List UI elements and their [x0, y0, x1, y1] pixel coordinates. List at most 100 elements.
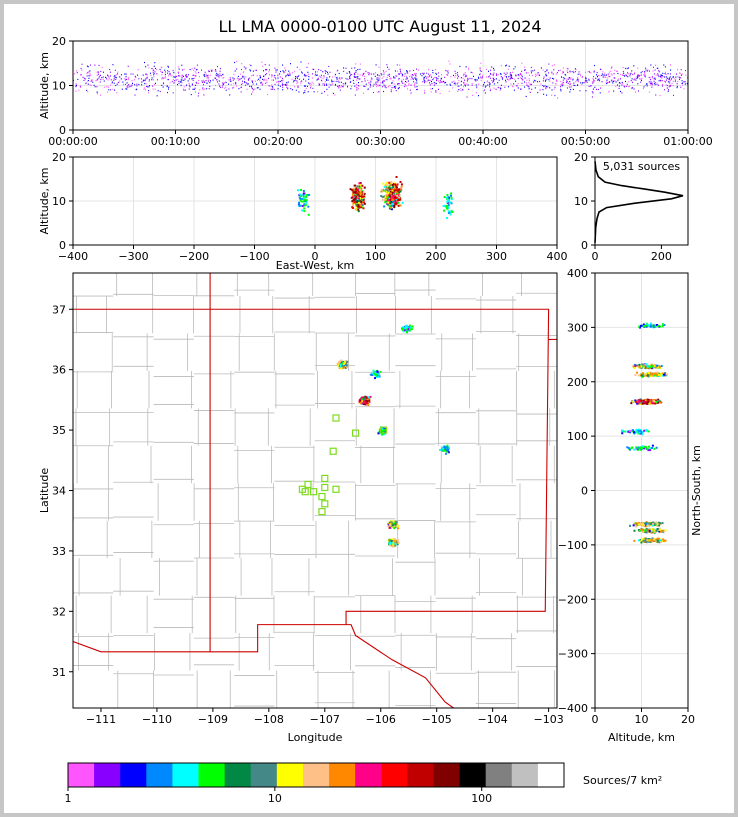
county-line [470, 633, 517, 673]
source-point [87, 83, 89, 85]
source-point [597, 88, 599, 91]
source-point [222, 82, 224, 84]
source-point [181, 82, 183, 84]
source-point [533, 79, 535, 81]
source-point [193, 69, 195, 71]
source-cell [645, 531, 648, 534]
source-point [584, 80, 586, 82]
source-point [138, 78, 140, 80]
source-point [592, 81, 594, 83]
source-point [131, 84, 133, 86]
county-line [393, 408, 436, 446]
source-cell [442, 449, 445, 452]
source-cell [634, 399, 637, 402]
source-point [412, 78, 414, 80]
source-cell [656, 528, 659, 531]
source-point [428, 79, 430, 82]
source-point [566, 70, 568, 72]
county-line [268, 633, 315, 671]
source-point [160, 66, 162, 68]
source-point [304, 85, 306, 87]
y-axis-label: Latitude [38, 468, 51, 514]
source-point [135, 76, 137, 78]
source-point [324, 72, 326, 74]
source-cell [449, 213, 452, 216]
source-point [306, 85, 308, 87]
source-point [126, 82, 128, 84]
source-point [411, 76, 413, 78]
source-point [196, 68, 198, 71]
source-point [260, 82, 262, 84]
county-line [516, 273, 557, 296]
source-cell [362, 207, 365, 210]
source-point [177, 66, 179, 68]
source-point [594, 70, 596, 72]
county-line [511, 445, 557, 484]
source-point [256, 75, 258, 77]
source-point [296, 77, 298, 80]
source-point [675, 79, 677, 81]
source-point [180, 84, 182, 86]
source-point [492, 74, 494, 77]
source-point [160, 71, 162, 73]
source-point [237, 79, 239, 81]
source-point [219, 85, 221, 87]
county-line [516, 558, 557, 598]
source-point [415, 73, 417, 75]
source-point [365, 70, 367, 72]
source-point [633, 73, 635, 75]
source-cell [358, 186, 361, 189]
source-cell [396, 543, 399, 546]
source-cell [356, 196, 359, 199]
source-point [614, 80, 616, 82]
source-cell [451, 210, 454, 213]
county-line [435, 408, 476, 446]
source-point [521, 78, 523, 80]
source-point [297, 75, 299, 77]
source-cell [653, 364, 656, 367]
source-point [492, 81, 494, 83]
source-cell [383, 432, 386, 435]
county-line [193, 273, 235, 297]
source-cell [409, 327, 412, 330]
source-point [663, 75, 665, 78]
county-borders [71, 273, 557, 709]
source-cell [362, 401, 365, 404]
source-point [460, 80, 462, 83]
source-point [577, 78, 579, 80]
source-cell [386, 184, 389, 187]
source-point [419, 73, 421, 75]
county-line [516, 595, 557, 634]
source-cell [660, 530, 663, 533]
source-cell [354, 188, 357, 191]
source-point [453, 80, 455, 82]
source-point [154, 71, 156, 73]
source-point [622, 83, 624, 85]
source-cell [394, 203, 397, 206]
source-cell [360, 192, 363, 195]
source-point [459, 65, 461, 68]
source-point [393, 86, 395, 88]
source-point [100, 78, 102, 81]
source-cell [298, 201, 301, 204]
source-point [404, 85, 406, 88]
source-point [631, 87, 633, 89]
source-cell [659, 372, 662, 375]
source-point [164, 69, 166, 71]
source-point [95, 80, 97, 82]
source-point [432, 77, 434, 80]
source-point [363, 72, 365, 74]
source-cell [633, 366, 636, 369]
county-line [71, 671, 113, 709]
source-point [654, 77, 656, 80]
source-point [493, 69, 495, 71]
source-point [181, 69, 183, 71]
x-tick-label: 0 [592, 250, 599, 263]
source-point [234, 70, 236, 72]
source-point [594, 80, 596, 82]
source-cell [659, 528, 662, 531]
source-point [680, 86, 682, 88]
source-point [651, 82, 653, 84]
source-point [651, 86, 653, 88]
source-point [416, 78, 418, 80]
